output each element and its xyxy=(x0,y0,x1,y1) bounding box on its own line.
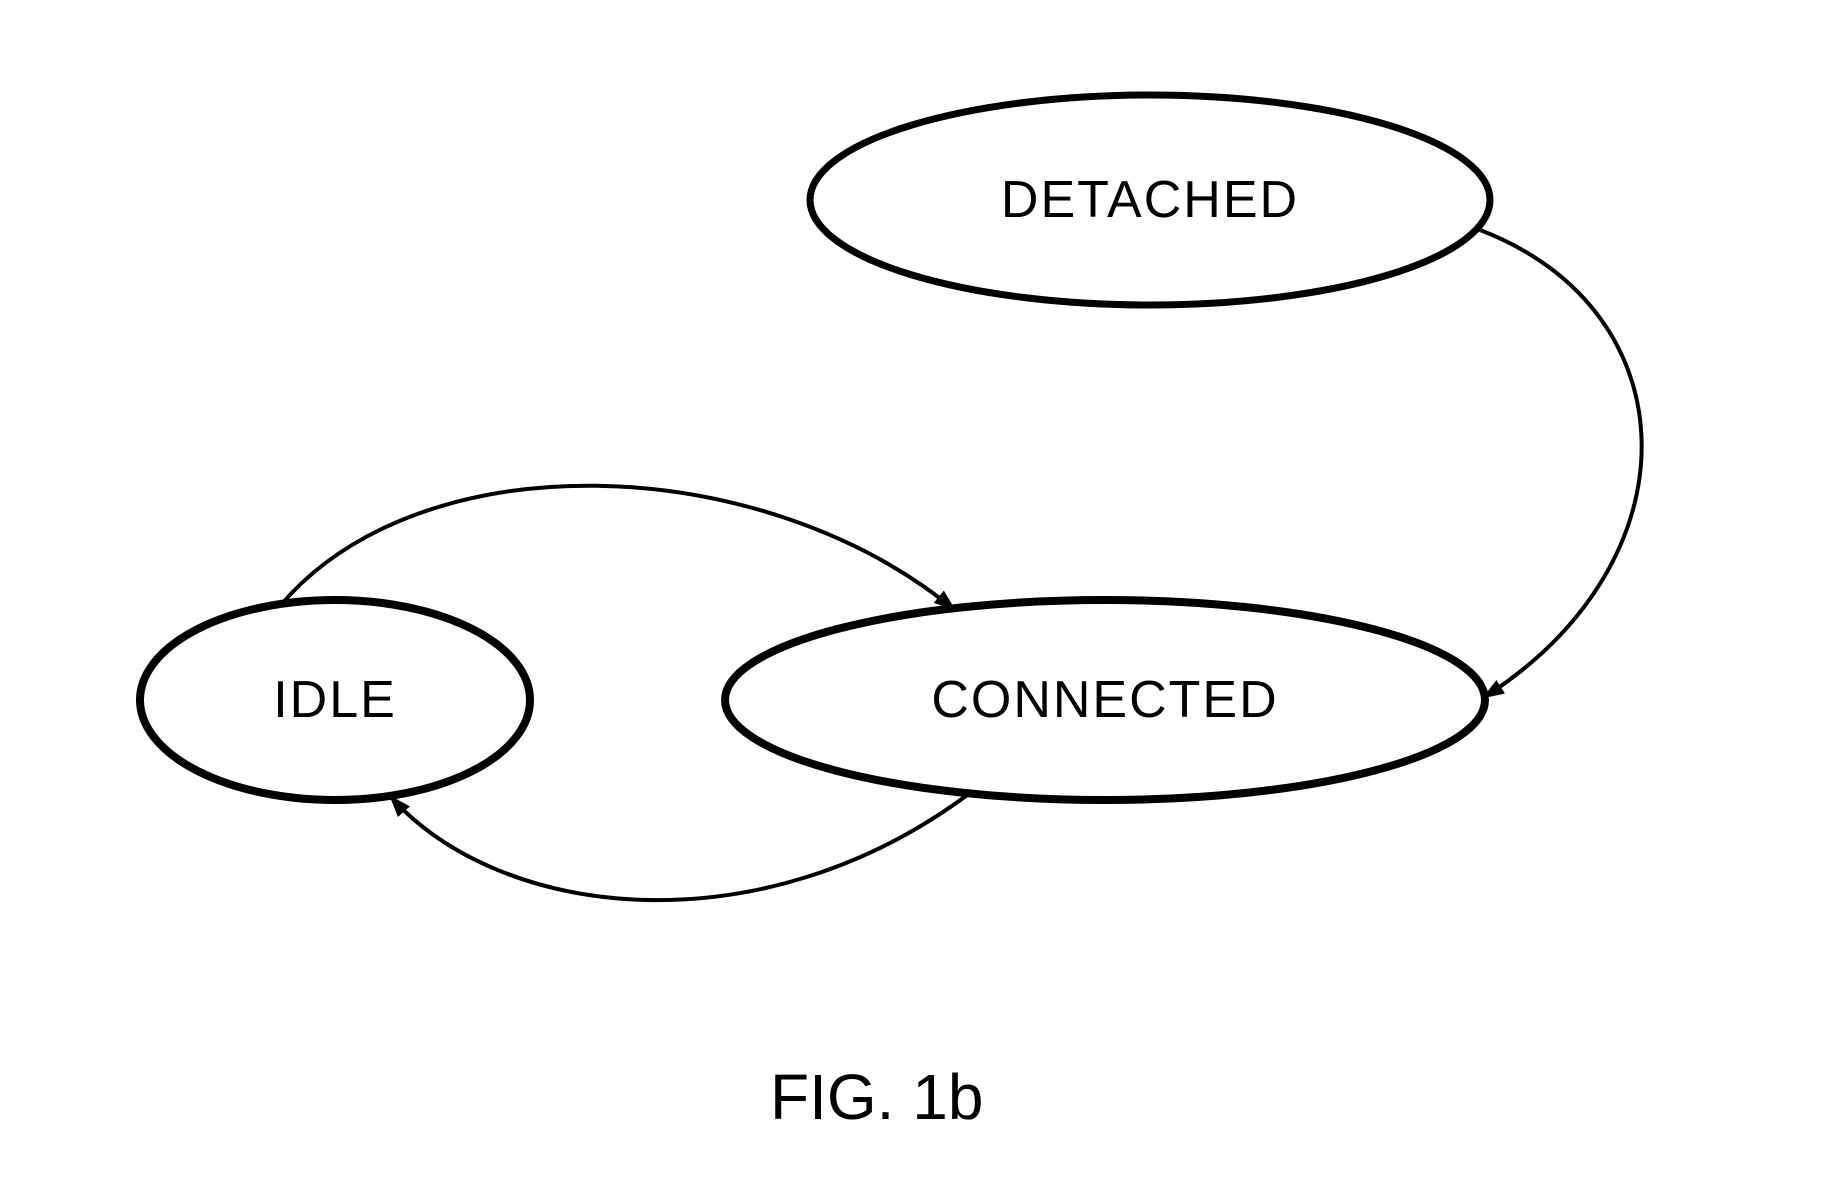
edge-detached-to-connected xyxy=(1480,230,1642,698)
edge-connected-to-idle xyxy=(390,793,970,900)
edge-idle-to-connected xyxy=(280,486,955,610)
node-detached-label: DETACHED xyxy=(1001,170,1299,230)
figure-caption: FIG. 1b xyxy=(770,1060,983,1134)
diagram-svg xyxy=(0,0,1822,1201)
node-connected-label: CONNECTED xyxy=(931,670,1278,730)
state-diagram: DETACHED IDLE CONNECTED FIG. 1b xyxy=(0,0,1822,1201)
node-idle-label: IDLE xyxy=(273,670,397,730)
